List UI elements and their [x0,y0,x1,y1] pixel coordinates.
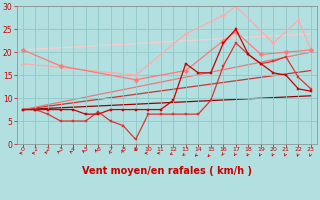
X-axis label: Vent moyen/en rafales ( km/h ): Vent moyen/en rafales ( km/h ) [82,166,252,176]
